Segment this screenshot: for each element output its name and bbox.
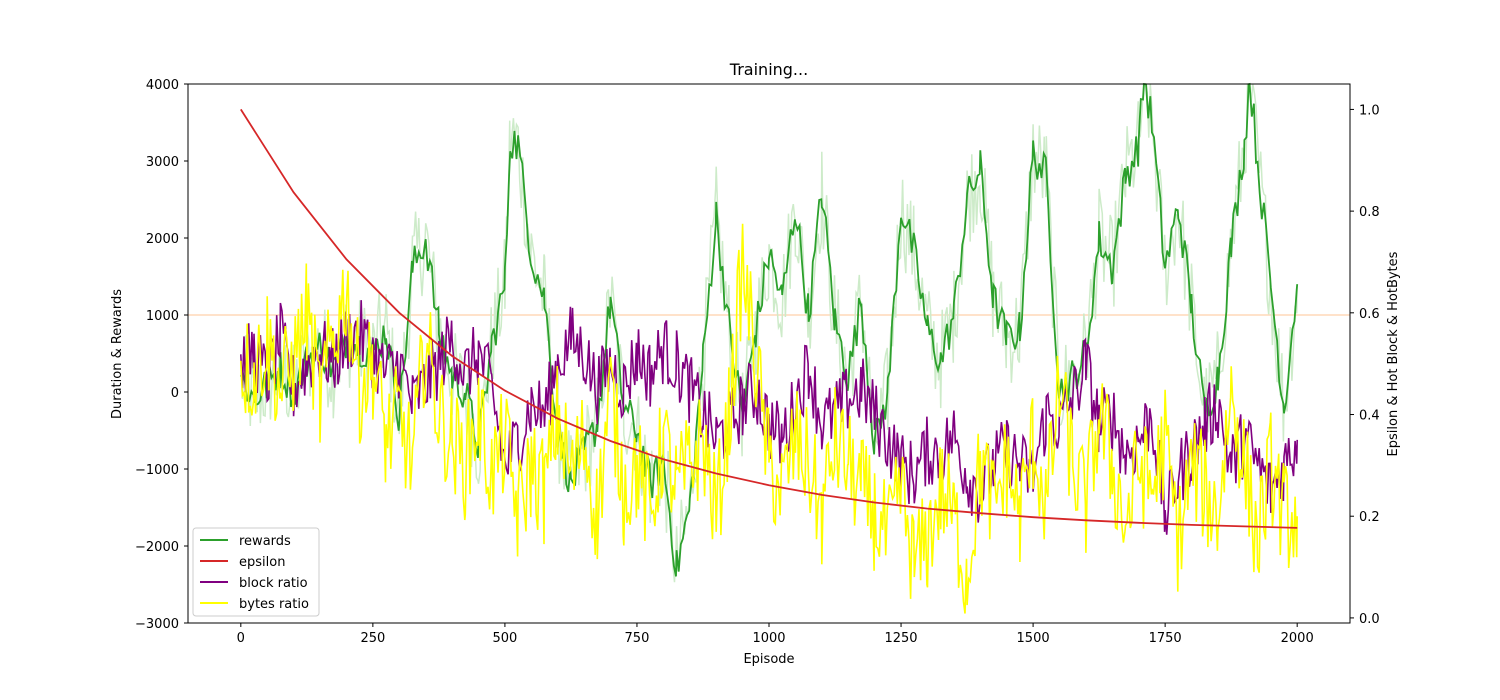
legend-box [192, 527, 320, 617]
legend-label-rewards: rewards [239, 534, 291, 549]
y-right-tick-label: 0.6 [1359, 307, 1380, 322]
x-tick-label: 1000 [752, 631, 785, 646]
y-left-tick-label: −3000 [135, 617, 179, 632]
x-tick-label: 2000 [1281, 631, 1314, 646]
y-left-tick-label: 0 [171, 386, 179, 401]
y-axis-right-label: Epsilon & Hot Block & HotBytes [1386, 251, 1401, 456]
x-tick-label: 0 [237, 631, 245, 646]
legend-label-bytes-ratio: bytes ratio [239, 597, 309, 612]
x-axis-label: Episode [743, 652, 794, 667]
x-tick-label: 1750 [1149, 631, 1182, 646]
x-tick-label: 1500 [1017, 631, 1050, 646]
x-axis: 0 250 500 750 1000 1250 1500 1750 2000 [237, 623, 1314, 646]
y-right-tick-label: 0.0 [1359, 612, 1380, 627]
y-left-tick-label: 2000 [146, 232, 179, 247]
legend-label-epsilon: epsilon [239, 555, 285, 570]
series-bytes-ratio-line [240, 223, 1298, 614]
y-left-tick-label: 4000 [146, 78, 179, 93]
y-left-tick-label: −2000 [135, 540, 179, 555]
y-axis-right: 0.0 0.2 0.4 0.6 0.8 1.0 [1350, 103, 1380, 627]
y-axis-left: −3000 −2000 −1000 0 1000 2000 3000 4000 [135, 78, 188, 632]
y-right-tick-label: 1.0 [1359, 103, 1380, 118]
series-epsilon-line [240, 108, 1298, 529]
x-tick-label: 750 [625, 631, 650, 646]
y-right-tick-label: 0.8 [1359, 205, 1380, 220]
y-left-tick-label: 1000 [146, 309, 179, 324]
series-layer [188, 82, 1350, 614]
legend: rewards epsilon block ratio bytes ratio [192, 527, 320, 617]
legend-label-block-ratio: block ratio [239, 576, 308, 591]
y-left-tick-label: 3000 [146, 155, 179, 170]
x-tick-label: 250 [360, 631, 385, 646]
y-right-tick-label: 0.4 [1359, 409, 1380, 424]
series-rewards-raw-line [240, 83, 1298, 583]
x-tick-label: 500 [492, 631, 517, 646]
y-left-tick-label: −1000 [135, 463, 179, 478]
y-right-tick-label: 0.2 [1359, 510, 1380, 525]
series-rewards-line [240, 82, 1299, 577]
chart-title: Training... [729, 60, 808, 79]
x-tick-label: 1250 [884, 631, 917, 646]
y-axis-left-label: Duration & Rewards [110, 289, 125, 419]
